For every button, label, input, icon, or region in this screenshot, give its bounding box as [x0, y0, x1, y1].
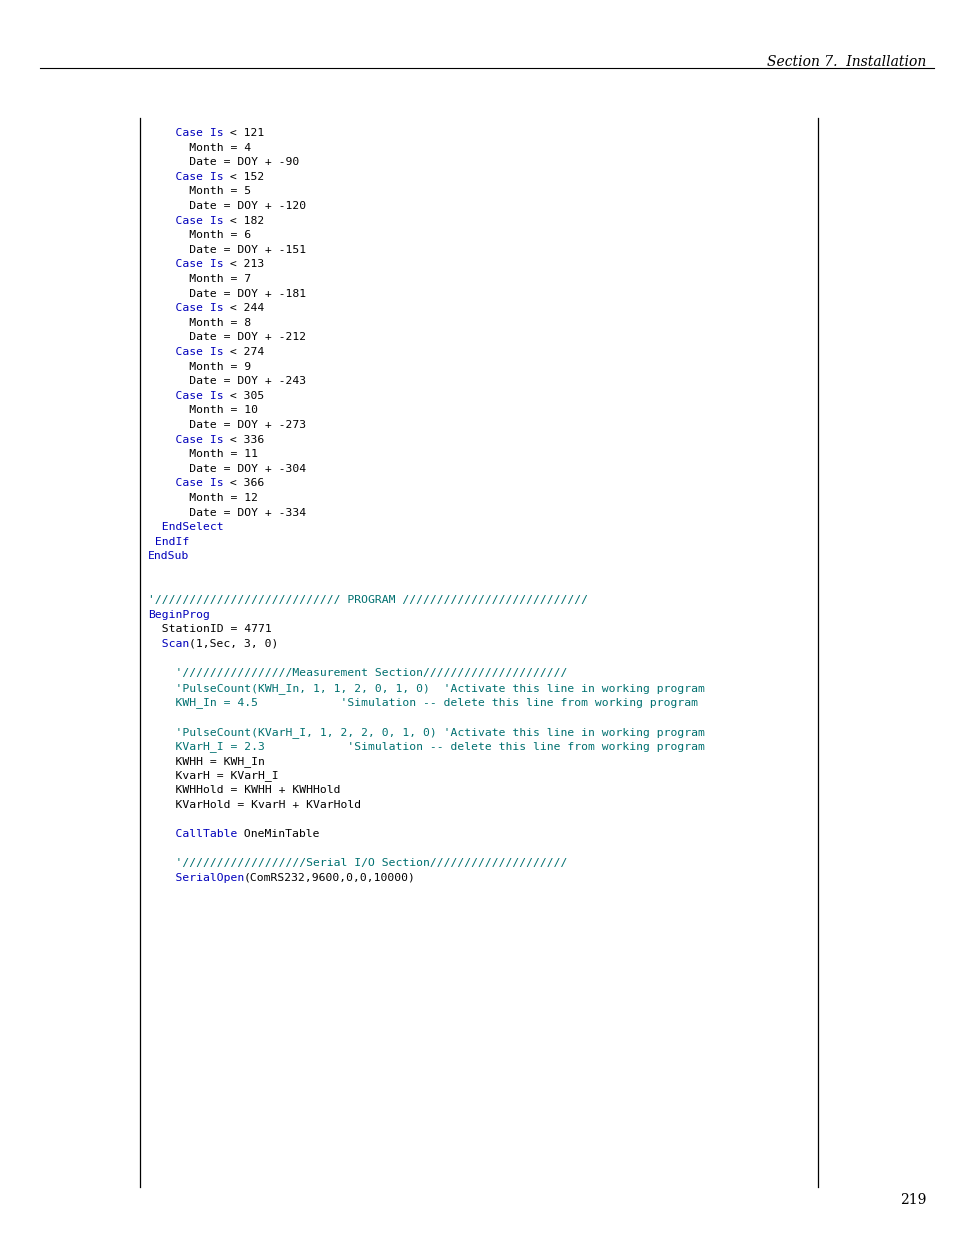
Text: Case Is: Case Is: [148, 172, 223, 182]
Text: Date = DOY + -120: Date = DOY + -120: [148, 201, 306, 211]
Text: Case Is: Case Is: [148, 128, 223, 138]
Text: Date = DOY + -151: Date = DOY + -151: [148, 245, 306, 254]
Text: BeginProg: BeginProg: [148, 610, 210, 620]
Text: Date = DOY + -90: Date = DOY + -90: [148, 157, 299, 167]
Text: KWHH = KWH_In: KWHH = KWH_In: [148, 756, 265, 767]
Text: < 366: < 366: [223, 478, 264, 488]
Text: Case Is: Case Is: [148, 259, 223, 269]
Text: SerialOpen: SerialOpen: [148, 873, 244, 883]
Text: < 152: < 152: [223, 172, 264, 182]
Text: Case Is: Case Is: [148, 390, 223, 401]
Text: KWHHold = KWHH + KWHHold: KWHHold = KWHH + KWHHold: [148, 785, 340, 795]
Text: 'PulseCount(KWH_In, 1, 1, 2, 0, 1, 0)  'Activate this line in working program: 'PulseCount(KWH_In, 1, 1, 2, 0, 1, 0) 'A…: [148, 683, 704, 694]
Text: Month = 7: Month = 7: [148, 274, 251, 284]
Text: < 305: < 305: [223, 390, 264, 401]
Text: Date = DOY + -212: Date = DOY + -212: [148, 332, 306, 342]
Text: Month = 9: Month = 9: [148, 362, 251, 372]
Text: Date = DOY + -243: Date = DOY + -243: [148, 377, 306, 387]
Text: Date = DOY + -304: Date = DOY + -304: [148, 464, 306, 474]
Text: KVarH_I = 2.3            'Simulation -- delete this line from working program: KVarH_I = 2.3 'Simulation -- delete this…: [148, 741, 704, 752]
Text: < 213: < 213: [223, 259, 264, 269]
Text: Case Is: Case Is: [148, 216, 223, 226]
Text: Case Is: Case Is: [148, 478, 223, 488]
Text: Case Is: Case Is: [148, 435, 223, 445]
Text: '/////////////////////////// PROGRAM ///////////////////////////: '/////////////////////////// PROGRAM ///…: [148, 595, 587, 605]
Text: Month = 5: Month = 5: [148, 186, 251, 196]
Text: KvarH = KVarH_I: KvarH = KVarH_I: [148, 771, 278, 782]
Text: Case Is: Case Is: [148, 304, 223, 314]
Text: EndIf: EndIf: [148, 537, 189, 547]
Text: 'PulseCount(KVarH_I, 1, 2, 2, 0, 1, 0) 'Activate this line in working program: 'PulseCount(KVarH_I, 1, 2, 2, 0, 1, 0) '…: [148, 726, 704, 737]
Text: Scan: Scan: [148, 638, 189, 650]
Text: Month = 12: Month = 12: [148, 493, 257, 503]
Text: < 121: < 121: [223, 128, 264, 138]
Text: CallTable: CallTable: [148, 829, 237, 839]
Text: Month = 11: Month = 11: [148, 450, 257, 459]
Text: Date = DOY + -273: Date = DOY + -273: [148, 420, 306, 430]
Text: Case Is: Case Is: [148, 347, 223, 357]
Text: Month = 10: Month = 10: [148, 405, 257, 415]
Text: Month = 8: Month = 8: [148, 317, 251, 327]
Text: Section 7.  Installation: Section 7. Installation: [766, 56, 925, 69]
Text: < 244: < 244: [223, 304, 264, 314]
Text: Date = DOY + -334: Date = DOY + -334: [148, 508, 306, 517]
Text: Month = 4: Month = 4: [148, 142, 251, 153]
Text: (ComRS232,9600,0,0,10000): (ComRS232,9600,0,0,10000): [244, 873, 416, 883]
Text: < 182: < 182: [223, 216, 264, 226]
Text: StationID = 4771: StationID = 4771: [148, 625, 272, 635]
Text: EndSelect: EndSelect: [148, 522, 223, 532]
Text: (1,Sec, 3, 0): (1,Sec, 3, 0): [189, 638, 278, 650]
Text: Month = 6: Month = 6: [148, 230, 251, 240]
Text: 219: 219: [899, 1193, 925, 1207]
Text: KVarHold = KvarH + KVarHold: KVarHold = KvarH + KVarHold: [148, 799, 361, 810]
Text: OneMinTable: OneMinTable: [236, 829, 319, 839]
Text: < 274: < 274: [223, 347, 264, 357]
Text: EndSub: EndSub: [148, 551, 189, 562]
Text: KWH_In = 4.5            'Simulation -- delete this line from working program: KWH_In = 4.5 'Simulation -- delete this …: [148, 698, 698, 709]
Text: Date = DOY + -181: Date = DOY + -181: [148, 289, 306, 299]
Text: < 336: < 336: [223, 435, 264, 445]
Text: '//////////////////Serial I/O Section////////////////////: '//////////////////Serial I/O Section///…: [148, 858, 567, 868]
Text: '////////////////Measurement Section/////////////////////: '////////////////Measurement Section////…: [148, 668, 567, 678]
